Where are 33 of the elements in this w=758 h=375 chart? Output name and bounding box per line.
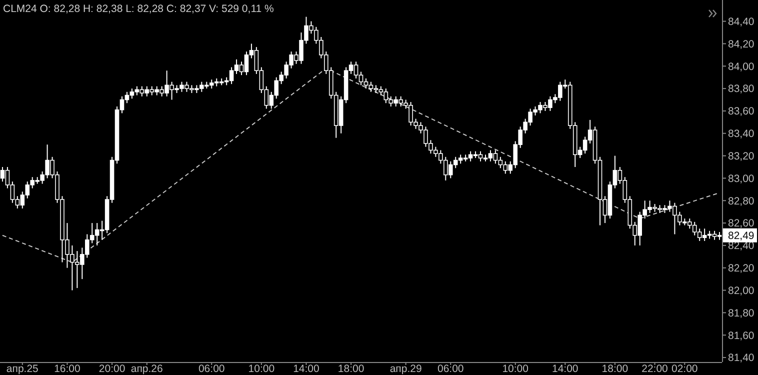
x-tick-label: 06:00 xyxy=(198,363,225,375)
x-tick-label: 14:00 xyxy=(552,363,578,375)
y-tick-label: 84,20 xyxy=(728,38,754,50)
y-tick-label: 82,00 xyxy=(728,284,754,297)
x-tick-label: 22:00 xyxy=(642,363,668,375)
y-tick-label: 83,60 xyxy=(728,106,754,118)
x-tick-label: апр.25 xyxy=(6,363,39,375)
x-tick-label: 06:00 xyxy=(437,363,464,375)
x-tick-label: 18:00 xyxy=(602,363,628,375)
y-tick-label: 82,60 xyxy=(728,218,754,230)
y-tick-label: 82,40 xyxy=(728,240,754,252)
x-tick-label: апр.29 xyxy=(390,363,422,375)
y-tick-label: 81,40 xyxy=(728,352,754,364)
y-tick-label: 83,20 xyxy=(728,150,754,162)
x-tick-label: 20:00 xyxy=(98,363,126,375)
x-tick-label: 18:00 xyxy=(338,363,364,375)
y-tick-label: 82,80 xyxy=(728,195,754,208)
y-tick-label: 82,20 xyxy=(728,262,754,275)
x-tick-label: 16:00 xyxy=(54,363,81,375)
x-tick-label: 14:00 xyxy=(293,363,320,375)
y-tick-label: 83,40 xyxy=(728,128,754,140)
x-tick-label: 10:00 xyxy=(248,363,275,375)
y-tick-label: 81,80 xyxy=(728,307,754,320)
annotation: 82,49 xyxy=(728,230,754,242)
y-tick-label: 84,00 xyxy=(728,60,754,73)
annotation: CLM24 O: 82,28 H: 82,38 L: 82,28 C: 82,37 V: 529 0,11 % xyxy=(3,3,274,15)
x-tick-label: 10:00 xyxy=(502,363,529,375)
x-tick-label: апр.26 xyxy=(130,363,164,375)
y-tick-label: 83,00 xyxy=(728,172,754,185)
y-tick-label: 83,80 xyxy=(728,83,754,96)
y-tick-label: 81,60 xyxy=(728,330,754,342)
x-tick-label: 02:00 xyxy=(672,363,698,375)
y-tick-label: 84,40 xyxy=(728,16,754,28)
